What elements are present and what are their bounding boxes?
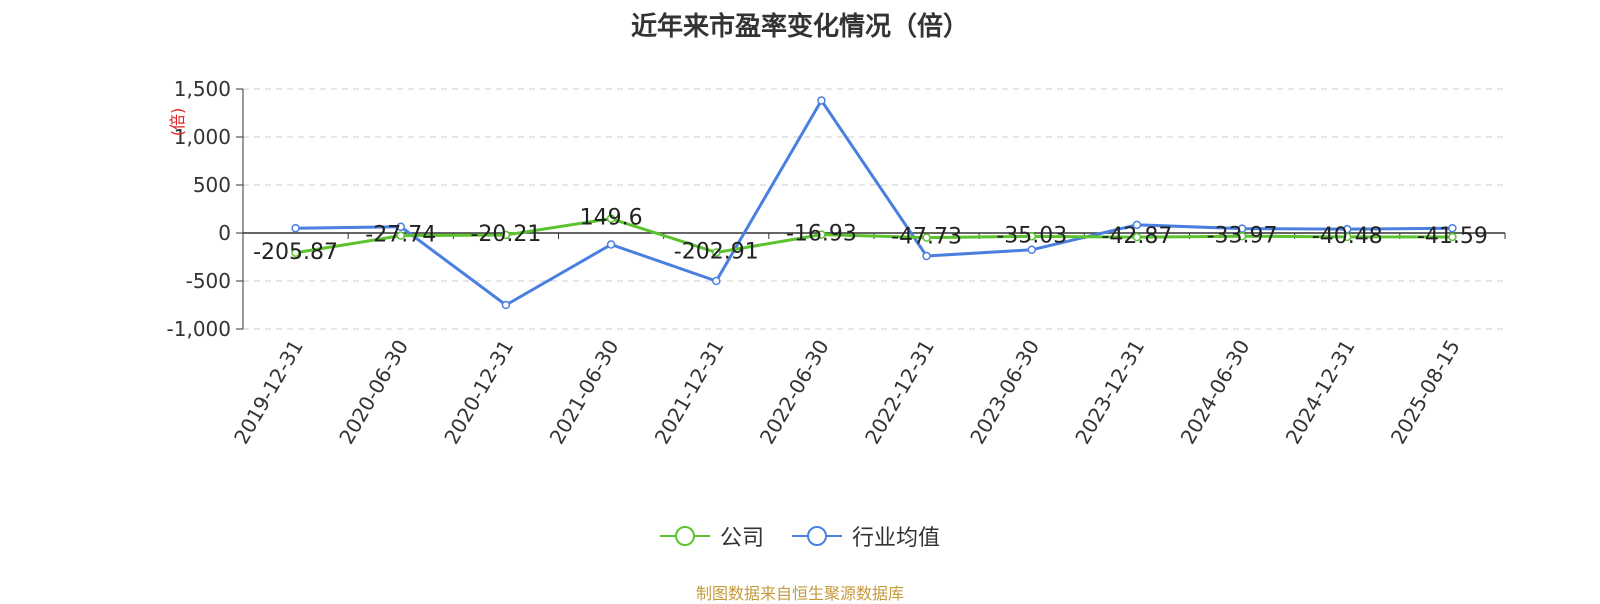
data-label-company: -42.87 bbox=[1101, 224, 1172, 249]
data-label-company: -202.91 bbox=[674, 239, 759, 264]
series-line-industry bbox=[295, 99, 1453, 307]
y-tick-label: 1,000 bbox=[174, 125, 231, 149]
x-tick-label: 2023-12-31 bbox=[1070, 336, 1149, 449]
data-point-industry bbox=[501, 300, 511, 310]
data-label-company: -47.73 bbox=[891, 225, 962, 250]
x-tick-label: 2021-06-30 bbox=[545, 336, 624, 449]
legend: 公司 行业均值 bbox=[0, 520, 1600, 552]
data-point-company bbox=[501, 230, 511, 240]
source-note: 制图数据来自恒生聚源数据库 bbox=[695, 584, 904, 603]
y-tick-label: 1,500 bbox=[174, 77, 231, 101]
x-tick-label: 2025-08-15 bbox=[1386, 336, 1465, 449]
data-point-company bbox=[817, 230, 826, 239]
legend-label-company: 公司 bbox=[719, 526, 764, 551]
data-point-industry bbox=[1027, 245, 1036, 255]
data-point-company bbox=[712, 248, 721, 257]
x-tick-label: 2021-12-31 bbox=[650, 336, 729, 449]
data-point-industry bbox=[922, 251, 931, 261]
x-tick-label: 2020-06-30 bbox=[334, 336, 413, 449]
data-label-company: -41.59 bbox=[1417, 224, 1488, 249]
x-tick-label: 2023-06-30 bbox=[965, 336, 1044, 449]
data-label-company: -35.03 bbox=[996, 223, 1067, 248]
data-point-company bbox=[922, 233, 931, 242]
legend-label-industry: 行业均值 bbox=[852, 526, 941, 551]
data-point-industry bbox=[606, 240, 616, 249]
data-point-industry bbox=[396, 222, 405, 232]
x-tick-label: 2024-12-31 bbox=[1281, 336, 1360, 449]
y-tick-label: 0 bbox=[218, 221, 231, 245]
data-point-industry bbox=[291, 223, 300, 233]
data-label-company: -20.21 bbox=[470, 222, 541, 247]
legend-industry-line-icon bbox=[792, 526, 842, 546]
data-point-company bbox=[1343, 232, 1352, 242]
legend-item-company[interactable]: 公司 bbox=[659, 520, 764, 552]
y-axis-unit-label: (倍) bbox=[168, 108, 187, 137]
data-label-company: 149.6 bbox=[580, 206, 643, 231]
y-tick-label: -500 bbox=[186, 269, 231, 293]
y-tick-label: -1,000 bbox=[167, 317, 231, 341]
data-point-company bbox=[606, 214, 616, 223]
data-label-layer: -205.87 -27.74 -20.21 149.6 -202.91 -16.93 -47… bbox=[253, 206, 1488, 265]
data-point-industry bbox=[817, 96, 826, 105]
x-tick-label: 2024-06-30 bbox=[1176, 336, 1255, 449]
data-point-company bbox=[396, 231, 405, 240]
data-point-industry bbox=[1132, 220, 1142, 230]
data-label-company: -27.74 bbox=[365, 223, 436, 248]
series-line-company bbox=[295, 217, 1453, 255]
data-point-company bbox=[1027, 232, 1036, 241]
axis-layer: -1,000 -500 0 500 1,000 1,500 (倍) 2019-12-31 202… bbox=[167, 77, 1506, 449]
data-point-industry bbox=[712, 276, 721, 286]
data-label-company: -16.93 bbox=[786, 222, 857, 247]
data-point-company bbox=[1237, 232, 1247, 241]
legend-company-line-icon bbox=[659, 526, 710, 546]
chart-title: 近年来市盈率变化情况（倍） bbox=[630, 12, 969, 42]
x-tick-label: 2019-12-31 bbox=[229, 336, 308, 449]
data-point-industry bbox=[1448, 223, 1457, 233]
data-point-company bbox=[291, 248, 300, 258]
data-label-company: -40.48 bbox=[1312, 224, 1383, 249]
legend-item-industry[interactable]: 行业均值 bbox=[792, 520, 940, 552]
y-tick-label: 500 bbox=[193, 173, 231, 197]
data-point-company bbox=[1132, 232, 1142, 242]
x-tick-label: 2020-12-31 bbox=[439, 336, 518, 449]
series-layer bbox=[291, 96, 1457, 310]
data-label-company: -33.97 bbox=[1207, 223, 1278, 248]
grid-layer bbox=[243, 88, 1505, 330]
x-tick-label: 2022-12-31 bbox=[860, 335, 939, 448]
x-tick-label: 2022-06-30 bbox=[755, 336, 834, 449]
data-point-company bbox=[1448, 232, 1457, 242]
data-label-company: -205.87 bbox=[253, 240, 338, 265]
